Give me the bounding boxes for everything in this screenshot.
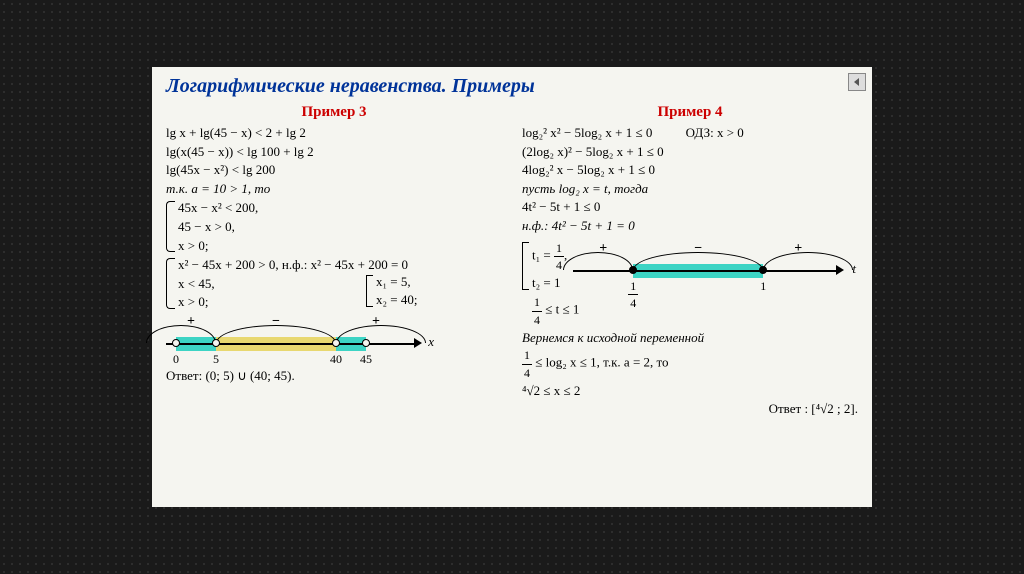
quad-line: 4t² − 5t + 1 ≤ 0 (522, 198, 858, 216)
answer-4: Ответ : [⁴√2 ; 2]. (522, 400, 858, 418)
nav-back-button[interactable] (848, 73, 866, 91)
sys-line: 45x − x² < 200, (178, 199, 502, 217)
roots-bracket: x₁ = 5, x₂ = 40; (366, 273, 502, 309)
root-line: x₂ = 40; (376, 291, 502, 309)
note-line: т.к. a = 10 > 1, то (166, 180, 502, 198)
t-roots: t₁ = 14, t₂ = 1 (522, 240, 567, 293)
eq-line: lg(x(45 − x)) < lg 100 + lg 2 (166, 143, 502, 161)
answer-3: Ответ: (0; 5) ∪ (40; 45). (166, 367, 502, 385)
t-range: 14 ≤ t ≤ 1 (532, 294, 858, 327)
system-1: 45x − x² < 200, 45 − x > 0, x > 0; (166, 199, 502, 254)
eq-line: lg(45x − x²) < lg 200 (166, 161, 502, 179)
t-root: t₂ = 1 (532, 274, 567, 292)
axis-label: x (428, 333, 434, 351)
root-line: x₁ = 5, (376, 273, 502, 291)
example-3-heading: Пример 3 (166, 102, 502, 122)
page-title: Логарифмические неравенства. Примеры (166, 75, 858, 98)
eq-line: log₂² x² − 5log₂ x + 1 ≤ 0 ОДЗ: x > 0 (522, 124, 858, 142)
example-4-heading: Пример 4 (522, 102, 858, 122)
nf-line: н.ф.: 4t² − 5t + 1 = 0 (522, 217, 858, 235)
back-line: Вернемся к исходной переменной (522, 329, 858, 347)
axis (166, 343, 416, 345)
slide: Логарифмические неравенства. Примеры При… (152, 67, 872, 507)
axis (573, 270, 838, 272)
sys-line: x² − 45x + 200 > 0, н.ф.: x² − 45x + 200… (178, 256, 502, 274)
back2-line: 14 ≤ log₂ x ≤ 1, т.к. a = 2, то (522, 347, 858, 380)
t-root: t₁ = 14, (532, 240, 567, 273)
columns: Пример 3 lg x + lg(45 − x) < 2 + lg 2 lg… (166, 102, 858, 419)
example-4: Пример 4 log₂² x² − 5log₂ x + 1 ≤ 0 ОДЗ:… (522, 102, 858, 419)
sys-line: 45 − x > 0, (178, 218, 502, 236)
eq-line: 4log₂² x − 5log₂ x + 1 ≤ 0 (522, 161, 858, 179)
back3-line: ⁴√2 ≤ x ≤ 2 (522, 382, 858, 400)
example-3: Пример 3 lg x + lg(45 − x) < 2 + lg 2 lg… (166, 102, 502, 419)
eq-line: lg x + lg(45 − x) < 2 + lg 2 (166, 124, 502, 142)
number-line-4: t +−+141 (573, 242, 858, 292)
odz: ОДЗ: x > 0 (686, 125, 744, 140)
subst-line: пусть log₂ x = t, тогда (522, 180, 858, 198)
eq-line: (2log₂ x)² − 5log₂ x + 1 ≤ 0 (522, 143, 858, 161)
number-line-3: x +−+054045 (166, 315, 436, 365)
sys-line: x > 0; (178, 237, 502, 255)
